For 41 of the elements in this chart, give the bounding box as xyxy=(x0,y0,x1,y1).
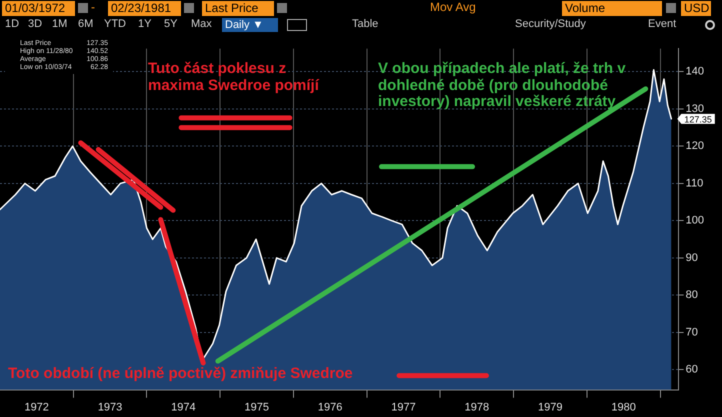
y-tick-label: 100 xyxy=(686,214,704,227)
text: Table xyxy=(352,18,378,30)
text: YTD xyxy=(104,18,126,30)
text: - xyxy=(91,0,95,14)
annotation: Toto období (ne úplně poctivě) zmiňuje Swedroe xyxy=(8,365,353,382)
x-tick-label: 1976 xyxy=(318,401,342,414)
x-tick-label: 1974 xyxy=(171,401,196,414)
text: Mov Avg xyxy=(430,0,476,14)
text: Last Price xyxy=(202,1,274,16)
text: Volume xyxy=(562,1,662,16)
y-tick-label: 110 xyxy=(686,177,704,190)
text: Security/Study xyxy=(515,18,586,30)
text: Max xyxy=(191,18,212,30)
y-tick-label: 60 xyxy=(686,364,698,376)
text: 01/03/1972 xyxy=(2,1,75,16)
y-tick-label: 130 xyxy=(686,102,704,115)
text: 1D xyxy=(5,18,20,30)
annotation: Tuto část poklesu z maxima Swedroe pomíjí xyxy=(148,60,320,94)
x-tick-label: 1973 xyxy=(98,401,122,414)
text: 1Y xyxy=(138,18,152,30)
y-tick-label: 140 xyxy=(686,66,704,78)
y-tick-label: 70 xyxy=(686,326,698,338)
y-tick-label: 90 xyxy=(686,252,698,264)
y-tick-label: 80 xyxy=(686,289,698,302)
x-tick-label: 1972 xyxy=(24,401,49,414)
text: 1M xyxy=(52,18,68,30)
text: 3D xyxy=(28,18,42,30)
x-tick-label: 1977 xyxy=(391,401,416,414)
x-tick-label: 1980 xyxy=(611,401,636,414)
text: Event xyxy=(648,18,676,30)
x-tick-label: 1978 xyxy=(464,401,490,414)
x-tick-label: 1979 xyxy=(538,401,562,414)
y-tick-label: 120 xyxy=(686,140,704,152)
text: Daily ▼ xyxy=(222,18,278,32)
text: 6M xyxy=(78,18,94,30)
annotation: 127.35 xyxy=(684,114,712,124)
text: 02/23/1981 xyxy=(108,1,181,16)
x-tick-label: 1975 xyxy=(244,401,270,414)
text: 5Y xyxy=(164,18,178,30)
text: USD xyxy=(681,1,711,16)
annotation: V obou případech ale platí, že trh v dohledné době (pro dlouhodobé investory) napravil veškeré ztráty xyxy=(378,60,627,110)
